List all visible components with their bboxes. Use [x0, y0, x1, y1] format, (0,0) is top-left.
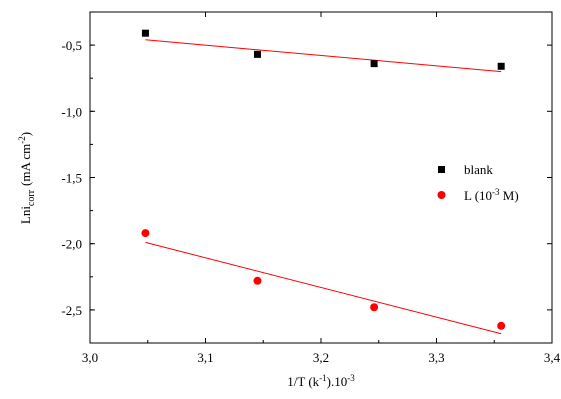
x-tick-label: 3,2	[313, 350, 329, 365]
y-tick-label: -1,5	[61, 171, 82, 186]
x-tick-label: 3,3	[428, 350, 444, 365]
data-point-blank	[370, 60, 378, 68]
legend: blank L (10-3 M)	[437, 162, 519, 203]
plot-frame	[89, 11, 553, 344]
data-point-l	[141, 229, 150, 238]
legend-label-blank: blank	[464, 162, 493, 177]
fit-line-blank	[145, 39, 502, 73]
y-tick-label: -2,5	[61, 303, 82, 318]
fit-lines	[145, 39, 502, 335]
data-point-blank	[497, 62, 505, 70]
y-tick-label: -0,5	[61, 38, 82, 53]
legend-marker-l	[437, 191, 446, 199]
axis-ticks	[89, 11, 553, 344]
legend-label-l: L (10-3 M)	[464, 187, 519, 203]
data-points	[141, 29, 506, 330]
fit-line-l	[145, 241, 502, 335]
y-axis-label: Lnicorr(mA cm-2)	[17, 132, 37, 224]
data-point-l	[370, 303, 379, 312]
data-point-blank	[253, 50, 261, 58]
data-point-l	[497, 321, 506, 330]
data-point-blank	[141, 29, 149, 37]
x-tick-label: 3,1	[197, 350, 213, 365]
y-tick-label: -1,0	[61, 104, 82, 119]
y-tick-label: -2,0	[61, 237, 82, 252]
legend-marker-blank	[438, 166, 445, 173]
x-axis-label: 1/T (k-1).10-3	[287, 373, 355, 389]
axis-tick-labels: 3,0 3,1 3,2 3,3 3,4 -0,5 -1,0 -1,5 -2,0 -2,5	[61, 38, 560, 365]
x-tick-label: 3,0	[82, 350, 98, 365]
x-tick-label: 3,4	[544, 350, 561, 365]
data-point-l	[253, 276, 262, 285]
